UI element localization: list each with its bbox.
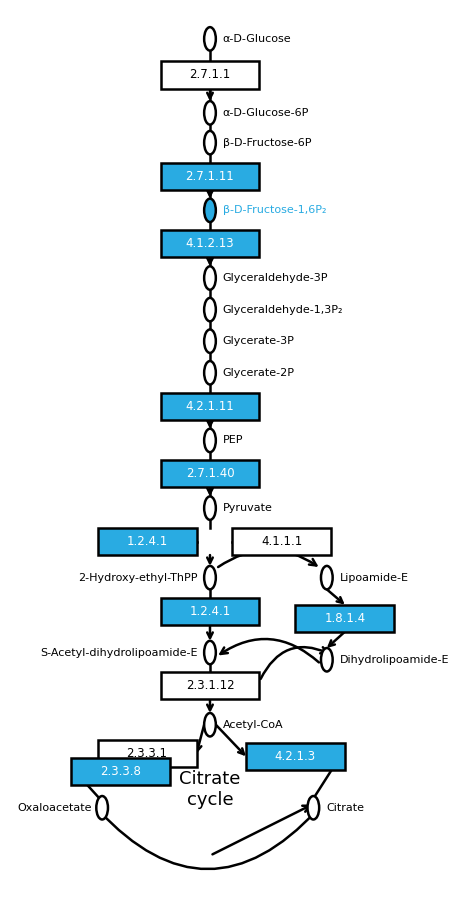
FancyBboxPatch shape xyxy=(232,528,331,555)
Text: β-D-Fructose-1,6P₂: β-D-Fructose-1,6P₂ xyxy=(223,205,326,215)
Circle shape xyxy=(308,796,319,820)
Circle shape xyxy=(204,27,216,51)
FancyArrowPatch shape xyxy=(261,647,328,679)
Text: Glyceraldehyde-3P: Glyceraldehyde-3P xyxy=(223,273,328,283)
Text: 1.2.4.1: 1.2.4.1 xyxy=(127,535,168,548)
FancyBboxPatch shape xyxy=(98,528,197,555)
Text: 1.8.1.4: 1.8.1.4 xyxy=(324,612,365,625)
Text: Dihydrolipoamide-E: Dihydrolipoamide-E xyxy=(339,655,449,665)
Text: β-D-Fructose-6P: β-D-Fructose-6P xyxy=(223,138,311,148)
Circle shape xyxy=(204,641,216,665)
Circle shape xyxy=(204,361,216,384)
FancyBboxPatch shape xyxy=(161,62,259,88)
Text: 4.2.1.3: 4.2.1.3 xyxy=(275,750,316,763)
Text: 2.7.1.1: 2.7.1.1 xyxy=(189,68,231,82)
Text: Pyruvate: Pyruvate xyxy=(223,503,273,513)
FancyArrowPatch shape xyxy=(212,805,310,854)
Text: 4.1.1.1: 4.1.1.1 xyxy=(261,535,302,548)
Text: Glycerate-2P: Glycerate-2P xyxy=(223,368,294,378)
FancyArrowPatch shape xyxy=(98,810,317,869)
FancyBboxPatch shape xyxy=(161,163,259,190)
Text: 2.3.3.1: 2.3.3.1 xyxy=(127,747,168,760)
Circle shape xyxy=(204,330,216,353)
Circle shape xyxy=(204,713,216,736)
FancyBboxPatch shape xyxy=(161,392,259,419)
Text: PEP: PEP xyxy=(223,436,243,446)
Circle shape xyxy=(204,497,216,520)
FancyBboxPatch shape xyxy=(161,598,259,626)
Circle shape xyxy=(204,298,216,321)
FancyArrowPatch shape xyxy=(220,639,319,663)
Circle shape xyxy=(204,266,216,290)
Text: 2.7.1.11: 2.7.1.11 xyxy=(186,170,234,183)
FancyBboxPatch shape xyxy=(246,743,345,770)
FancyBboxPatch shape xyxy=(98,740,197,767)
Circle shape xyxy=(204,199,216,222)
Text: Acetyl-CoA: Acetyl-CoA xyxy=(223,720,283,730)
Text: α-D-Glucose: α-D-Glucose xyxy=(223,34,291,44)
FancyArrowPatch shape xyxy=(218,550,316,567)
Text: S-Acetyl-dihydrolipoamide-E: S-Acetyl-dihydrolipoamide-E xyxy=(40,647,197,657)
Circle shape xyxy=(204,131,216,154)
FancyBboxPatch shape xyxy=(161,231,259,257)
FancyBboxPatch shape xyxy=(161,673,259,699)
Circle shape xyxy=(204,101,216,124)
Circle shape xyxy=(204,429,216,452)
Circle shape xyxy=(321,566,333,589)
Text: 4.2.1.11: 4.2.1.11 xyxy=(186,400,234,412)
Circle shape xyxy=(321,648,333,672)
Text: Oxaloacetate: Oxaloacetate xyxy=(17,803,92,813)
Text: 2.3.1.12: 2.3.1.12 xyxy=(186,679,234,693)
Text: 2-Hydroxy-ethyl-ThPP: 2-Hydroxy-ethyl-ThPP xyxy=(78,573,197,583)
Text: 4.1.2.13: 4.1.2.13 xyxy=(186,237,234,251)
Text: Citrate: Citrate xyxy=(326,803,364,813)
Text: Glycerate-3P: Glycerate-3P xyxy=(223,336,294,346)
Text: Glyceraldehyde-1,3P₂: Glyceraldehyde-1,3P₂ xyxy=(223,304,343,314)
Text: Lipoamide-E: Lipoamide-E xyxy=(339,573,409,583)
Text: 2.7.1.40: 2.7.1.40 xyxy=(186,468,234,480)
Text: 2.3.3.8: 2.3.3.8 xyxy=(100,765,141,778)
FancyBboxPatch shape xyxy=(161,460,259,488)
Circle shape xyxy=(204,566,216,589)
FancyBboxPatch shape xyxy=(71,758,170,785)
Circle shape xyxy=(96,796,108,820)
Text: α-D-Glucose-6P: α-D-Glucose-6P xyxy=(223,108,309,118)
Text: 1.2.4.1: 1.2.4.1 xyxy=(189,606,231,618)
Text: Citrate
cycle: Citrate cycle xyxy=(179,770,241,809)
FancyBboxPatch shape xyxy=(295,605,394,632)
